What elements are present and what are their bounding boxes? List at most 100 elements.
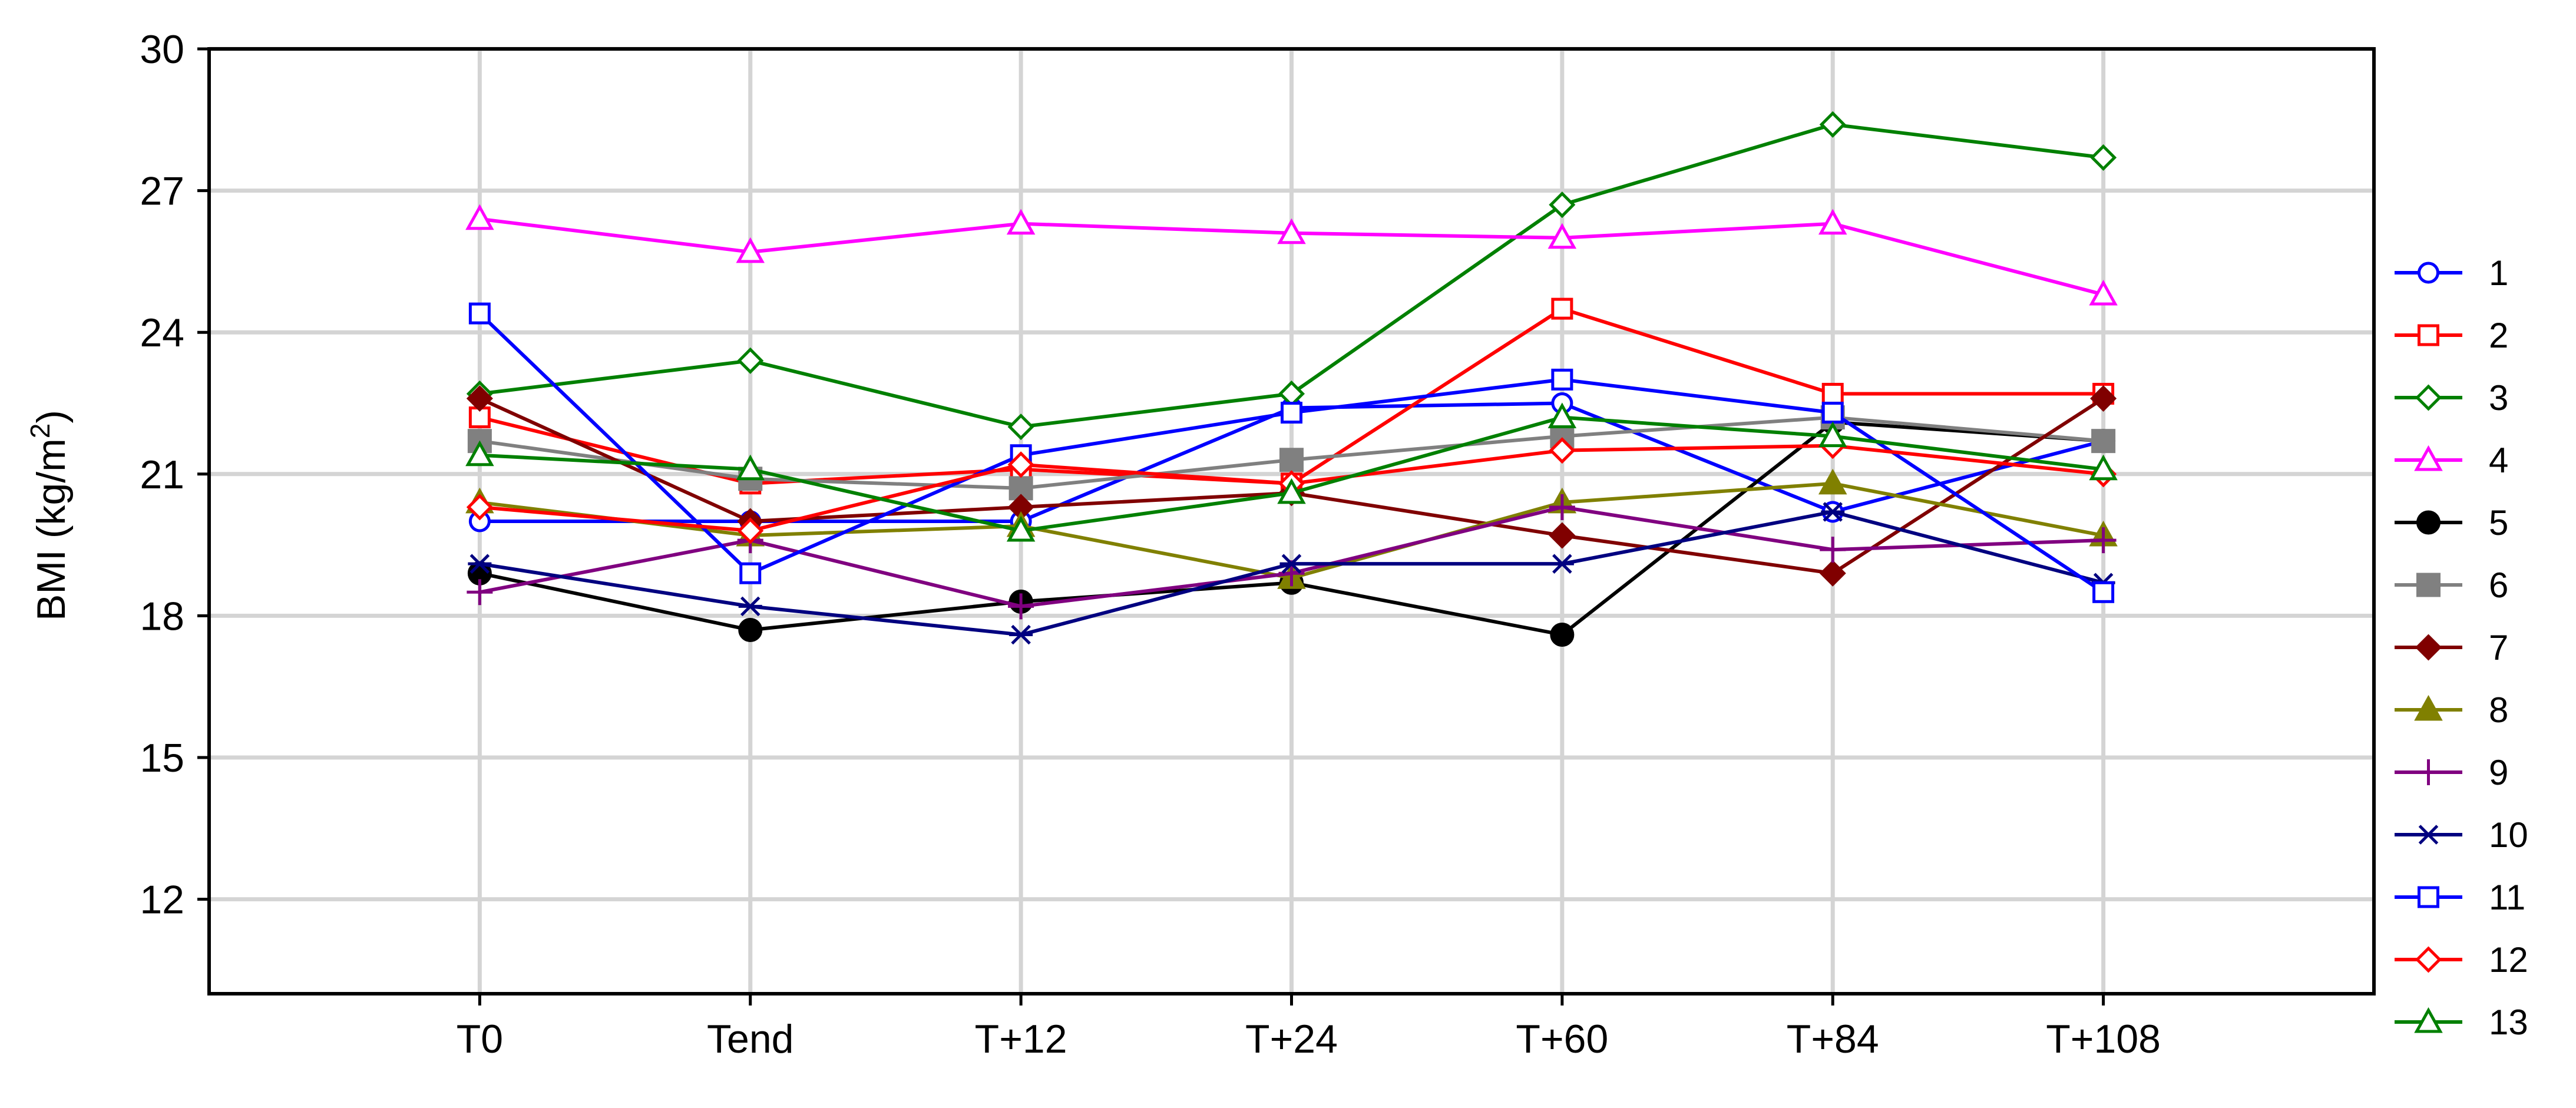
y-tick-label: 18 [140, 594, 184, 639]
data-point-4 [1547, 223, 1577, 249]
legend-label: 11 [2489, 878, 2525, 917]
legend-item: 13 [2395, 1003, 2528, 1042]
data-point-11 [1551, 368, 1573, 391]
legend-marker-13 [2414, 1007, 2443, 1033]
legend-marker-5 [2416, 510, 2441, 535]
y-tick-label: 24 [140, 310, 184, 355]
data-point-9 [1549, 494, 1575, 520]
data-point-10 [1279, 554, 1304, 574]
data-point-3 [1007, 414, 1034, 441]
data-point-6 [2091, 429, 2116, 454]
series-layer [465, 111, 2118, 647]
y-tick-label: 15 [140, 736, 184, 780]
data-point-3 [2090, 144, 2117, 171]
data-point-13 [1277, 478, 1306, 504]
legend-marker-3 [2415, 384, 2442, 411]
data-point-13 [1547, 402, 1577, 429]
legend-marker-8 [2414, 694, 2443, 721]
data-point-8 [1818, 468, 1847, 495]
y-tick-label: 30 [140, 27, 184, 72]
legend-label: 4 [2489, 441, 2508, 480]
data-point-13 [465, 440, 494, 467]
data-point-11 [1281, 402, 1302, 424]
data-point-4 [2089, 279, 2118, 306]
legend-item: 12 [2395, 940, 2528, 980]
x-axis-ticks: T0 Tend T+12 T+24 T+60 T+84 T+108 [457, 994, 2161, 1061]
x-tick-label: T0 [457, 1017, 503, 1061]
legend-marker-4 [2414, 445, 2443, 471]
legend-item: 2 [2395, 316, 2508, 355]
data-point-10 [738, 596, 762, 617]
legend-item: 11 [2395, 878, 2525, 917]
legend-label: 6 [2489, 565, 2508, 605]
x-tick-label: T+12 [975, 1017, 1067, 1061]
data-point-5 [1550, 622, 1575, 647]
data-point-9 [1008, 593, 1034, 620]
legend-item: 1 [2395, 253, 2508, 293]
x-tick-label: T+24 [1245, 1017, 1338, 1061]
data-point-12 [1007, 451, 1034, 478]
data-point-11 [2092, 581, 2115, 603]
data-point-9 [467, 579, 493, 606]
x-tick-label: T+60 [1516, 1017, 1608, 1061]
data-point-11 [468, 302, 491, 325]
legend-marker-11 [2418, 886, 2439, 908]
data-point-10 [468, 554, 492, 574]
data-point-4 [1277, 218, 1306, 244]
data-point-12 [1549, 437, 1576, 464]
legend-label: 13 [2489, 1003, 2528, 1042]
data-point-13 [736, 454, 765, 481]
legend-label: 9 [2489, 753, 2508, 792]
legend-label: 12 [2489, 940, 2528, 980]
data-point-12 [737, 517, 764, 544]
data-point-4 [1818, 209, 1847, 235]
series-3 [466, 111, 2117, 441]
data-point-3 [1819, 111, 1846, 138]
legend-label: 2 [2489, 316, 2508, 355]
data-point-2 [1551, 297, 1573, 320]
legend-item: 4 [2395, 441, 2508, 480]
legend-label: 7 [2489, 628, 2508, 667]
data-point-10 [1821, 502, 1845, 522]
data-point-10 [1550, 554, 1574, 574]
x-tick-label: T+108 [2046, 1017, 2161, 1061]
data-point-7 [2090, 385, 2117, 412]
y-axis-ticks: 12 15 18 21 24 27 30 [140, 27, 209, 922]
legend-label: 8 [2489, 690, 2508, 730]
legend-item: 8 [2395, 690, 2508, 730]
legend-marker-7 [2415, 634, 2442, 661]
legend-marker-2 [2418, 324, 2439, 346]
data-point-13 [1006, 515, 1036, 542]
data-point-3 [1549, 191, 1576, 219]
legend-label: 3 [2489, 378, 2508, 418]
data-point-13 [1818, 421, 1847, 448]
legend-marker-10 [2416, 825, 2441, 845]
data-point-9 [1820, 537, 1846, 563]
data-point-4 [736, 237, 765, 263]
legend-item: 5 [2395, 503, 2508, 543]
series-10 [468, 502, 2115, 645]
legend-item: 9 [2395, 753, 2508, 792]
legend-item: 7 [2395, 628, 2508, 667]
legend-item: 10 [2395, 815, 2528, 855]
x-tick-label: Tend [707, 1017, 793, 1061]
legend-marker-9 [2415, 759, 2442, 785]
x-tick-label: T+84 [1787, 1017, 1879, 1061]
y-axis-title-superscript: 2 [25, 424, 55, 439]
legend-label: 5 [2489, 503, 2508, 543]
legend-label: 10 [2489, 815, 2528, 855]
data-point-4 [465, 204, 494, 230]
legend-label: 1 [2489, 253, 2508, 293]
data-point-7 [1549, 522, 1576, 549]
data-point-4 [1006, 209, 1036, 235]
data-point-9 [2090, 527, 2117, 554]
data-point-5 [738, 617, 763, 642]
data-point-3 [737, 347, 764, 374]
series-13 [465, 402, 2118, 542]
data-point-7 [466, 385, 493, 412]
data-point-10 [1009, 624, 1033, 645]
legend-marker-1 [2418, 262, 2439, 284]
data-point-11 [739, 562, 762, 584]
